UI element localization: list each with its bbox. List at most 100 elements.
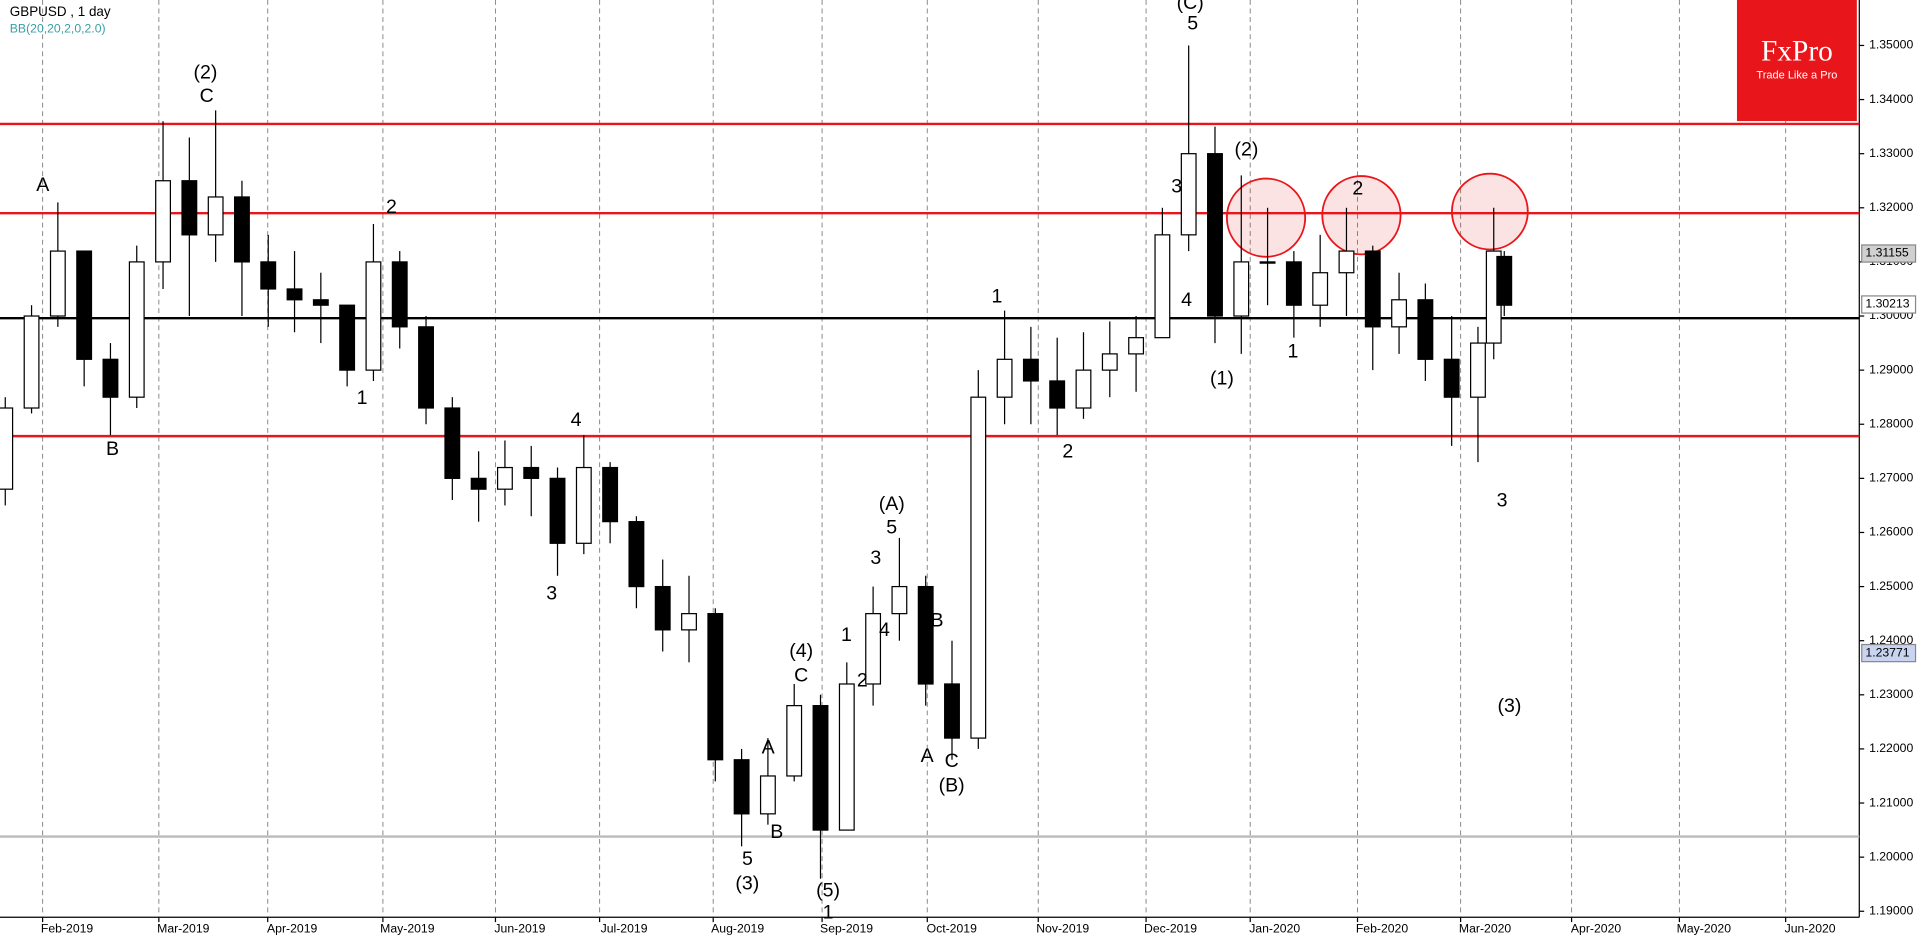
candle-body [654, 585, 671, 631]
x-tick-label: May-2020 [1677, 922, 1732, 936]
wave-label: 4 [879, 619, 890, 641]
wave-label: 1 [991, 285, 1002, 307]
candle-body [944, 683, 960, 739]
chart-title: GBPUSD , 1 day [10, 4, 111, 19]
candle-body [707, 613, 724, 761]
candle-body [444, 407, 461, 479]
y-tick-label: 1.26000 [1869, 525, 1913, 539]
wave-label: A [762, 737, 775, 759]
candle-body [207, 196, 224, 236]
candle-body [838, 683, 855, 831]
logo-name: FxPro [1761, 36, 1833, 68]
candle-body [233, 196, 250, 263]
candle-body [1312, 272, 1329, 306]
candle-body [286, 288, 303, 301]
y-tick-label: 1.23000 [1869, 687, 1913, 701]
wave-label: (2) [194, 62, 218, 84]
candle-body [339, 304, 356, 371]
candle-body [418, 326, 434, 409]
candle-body [391, 261, 408, 328]
candle-body [917, 585, 934, 685]
x-tick-label: Apr-2020 [1571, 922, 1621, 936]
candle-body [1391, 299, 1408, 328]
wave-label: (B) [939, 775, 965, 797]
candle-body [496, 466, 513, 490]
wave-label: (3) [1497, 695, 1521, 717]
wave-label: 2 [386, 196, 397, 218]
x-tick-label: Aug-2019 [711, 922, 764, 936]
candle-body [1443, 358, 1460, 398]
candle-body [260, 261, 277, 290]
y-tick-label: 1.35000 [1869, 38, 1913, 52]
candle-body [181, 180, 198, 236]
price-tag-label: 1.31155 [1865, 246, 1908, 260]
wave-label: (4) [789, 640, 813, 662]
y-tick-label: 1.33000 [1869, 146, 1913, 160]
wave-label: A [921, 745, 934, 767]
wave-label: 1 [1287, 340, 1298, 362]
wave-label: 1 [841, 624, 852, 646]
price-tag [1861, 295, 1917, 314]
y-tick-label: 1.34000 [1869, 92, 1913, 106]
candle-body [1470, 342, 1486, 398]
wave-label: 5 [886, 516, 897, 538]
wave-label: A [36, 174, 49, 196]
plot [42, 0, 1787, 918]
candle-body [76, 250, 93, 360]
candle-body [470, 477, 487, 490]
candle-body [575, 466, 592, 544]
wave-label: 2 [1062, 441, 1073, 463]
x-tick-label: May-2019 [380, 922, 435, 936]
candle-body [49, 250, 66, 317]
candle-body [1417, 299, 1434, 360]
x-tick-label: Dec-2019 [1144, 922, 1197, 936]
wave-label: 3 [1171, 175, 1182, 197]
x-tick-label: Oct-2019 [927, 922, 977, 936]
y-tick-label: 1.24000 [1869, 633, 1913, 647]
y-tick-label: 1.20000 [1869, 849, 1913, 863]
wave-label: 4 [1181, 289, 1192, 311]
logo-box [1736, 0, 1857, 122]
candle-body [1128, 337, 1145, 355]
x-tick-label: Nov-2019 [1036, 922, 1089, 936]
candle-body [23, 315, 40, 409]
y-tick-label: 1.25000 [1869, 579, 1913, 593]
candle-body [1049, 380, 1066, 409]
candle-body [1075, 369, 1092, 409]
highlight-circle [1321, 175, 1402, 256]
y-tick-label: 1.29000 [1869, 362, 1913, 376]
wave-label: (2) [1235, 139, 1259, 161]
candle-body [970, 396, 987, 739]
x-tick-label: Feb-2020 [1356, 922, 1409, 936]
wave-label: C [794, 664, 808, 686]
wave-label: 3 [1497, 490, 1508, 512]
wave-label: 3 [546, 583, 557, 605]
x-tick-label: Mar-2020 [1459, 922, 1512, 936]
x-tick-label: Jun-2020 [1785, 922, 1836, 936]
candle-body [681, 613, 697, 631]
candle-body [312, 299, 329, 306]
candle-body [1496, 255, 1513, 306]
price-tag-label: 1.23771 [1865, 645, 1909, 659]
wave-label: 1 [823, 902, 834, 924]
candle-body [1101, 353, 1118, 371]
candle-body [523, 466, 540, 479]
y-tick-label: 1.32000 [1869, 200, 1913, 214]
candle-body [155, 180, 171, 263]
indicator-label: BB(20,20,2,0,2.0) [10, 22, 106, 36]
wave-label: 3 [870, 547, 881, 569]
candle-body [1154, 234, 1171, 339]
wave-label: 5 [742, 848, 753, 870]
candle-body [996, 358, 1013, 398]
highlight-circle [1451, 172, 1529, 251]
price-tag [1861, 244, 1917, 263]
candle-body [0, 407, 14, 490]
x-tick-label: Sep-2019 [820, 922, 873, 936]
y-tick-label: 1.19000 [1869, 903, 1913, 917]
candle-body [812, 705, 829, 831]
y-tick-label: 1.28000 [1869, 416, 1913, 430]
wave-label: (3) [735, 872, 759, 894]
